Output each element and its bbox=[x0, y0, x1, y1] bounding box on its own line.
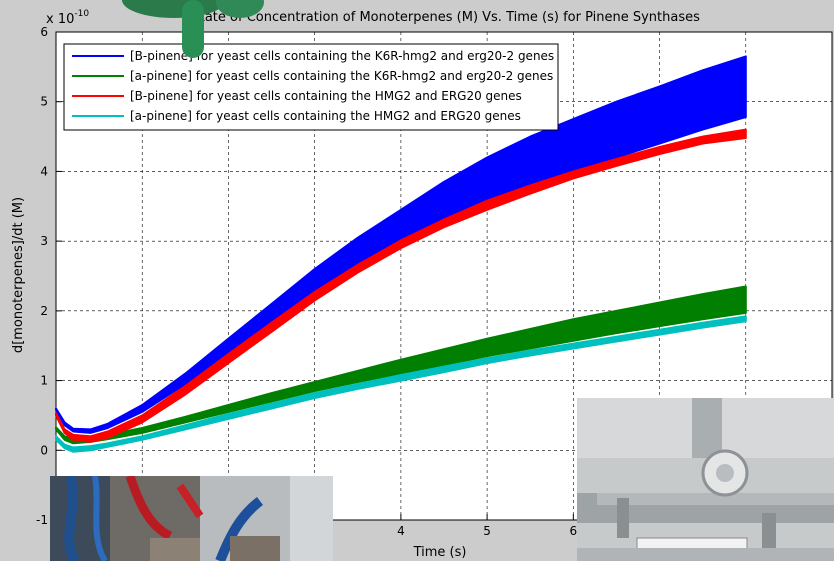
legend-entry: [a-pinene] for yeast cells containing th… bbox=[130, 69, 553, 83]
legend: [B-pinene] for yeast cells containing th… bbox=[63, 43, 559, 131]
y-tick-label: 3 bbox=[40, 234, 48, 248]
y-tick-label: 5 bbox=[40, 95, 48, 109]
y-tick-label: 1 bbox=[40, 374, 48, 388]
series-band-1 bbox=[55, 285, 747, 445]
legend-box bbox=[63, 43, 559, 131]
chart-title: Rate of Concentration of Monoterpenes (M… bbox=[196, 10, 700, 25]
y-tick-label: 4 bbox=[40, 164, 48, 178]
x-axis-label: Time (s) bbox=[413, 545, 467, 560]
series-bands bbox=[55, 55, 747, 453]
y-axis-label: d[monoterpenes]/dt (M) bbox=[11, 197, 26, 353]
legend-entry: [a-pinene] for yeast cells containing th… bbox=[130, 109, 521, 123]
y-multiplier-base: x 10 bbox=[46, 12, 74, 27]
series-band-2 bbox=[55, 128, 747, 443]
x-tick-label: 6 bbox=[570, 524, 578, 538]
series-band-0 bbox=[55, 55, 747, 434]
ventilation-photo bbox=[577, 398, 834, 561]
legend-entry: [B-pinene] for yeast cells containing th… bbox=[130, 49, 554, 63]
x-tick-label: 4 bbox=[397, 524, 405, 538]
y-tick-label: -1 bbox=[36, 513, 48, 527]
series-band-3 bbox=[55, 315, 747, 453]
x-tick-label: 5 bbox=[483, 524, 491, 538]
green-blob-graphic bbox=[122, 0, 264, 58]
legend-entry: [B-pinene] for yeast cells containing th… bbox=[130, 89, 522, 103]
y-tick-label: 0 bbox=[40, 443, 48, 457]
cables-photo bbox=[50, 476, 333, 561]
y-multiplier-exponent: -10 bbox=[74, 9, 89, 19]
y-tick-label: 2 bbox=[40, 304, 48, 318]
y-tick-label: 6 bbox=[40, 25, 48, 39]
y-multiplier-label: x 10-10 bbox=[46, 9, 89, 27]
